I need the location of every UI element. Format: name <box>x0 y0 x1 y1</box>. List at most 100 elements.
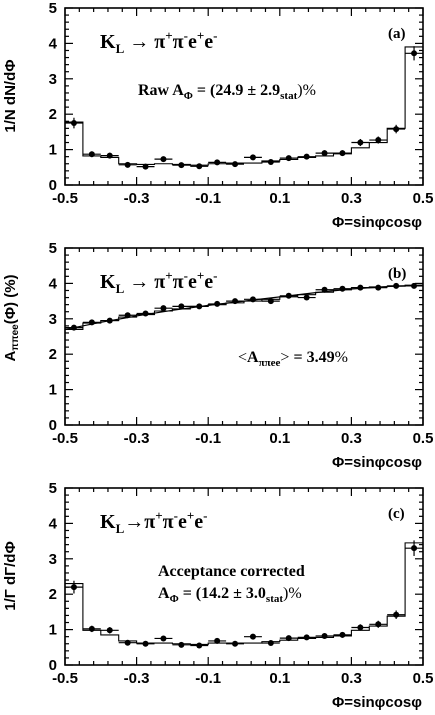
panel-a-data-point <box>351 138 370 147</box>
panel-b-y-tick-label: 3 <box>49 311 57 328</box>
panel-b-data-point <box>65 324 83 331</box>
panel-a-data-point <box>190 163 209 170</box>
panel-b-data-point <box>351 284 370 291</box>
panel-a-data-point <box>172 162 191 169</box>
panel-b-data-point <box>118 312 137 319</box>
panel-a-data-point <box>65 117 83 129</box>
panel-a-data-point <box>154 156 173 163</box>
panel-a-x-tick-label: 0.5 <box>413 190 434 207</box>
panel-a-x-tick-label: -0.3 <box>124 190 150 207</box>
panel-c-data-point <box>226 640 244 647</box>
panel-c-tag: (c) <box>388 506 405 522</box>
panel-a-x-tick-label: 0.3 <box>341 190 362 207</box>
panel-c-data-point <box>387 610 406 619</box>
panel-c-data-point <box>100 627 119 634</box>
panel-a-data-point <box>136 163 155 170</box>
panel-c-data-point <box>351 624 370 631</box>
panel-a-x-tick-label: -0.1 <box>195 190 221 207</box>
panel-b-data-point <box>261 298 280 305</box>
panel-b-data-point <box>387 282 406 289</box>
panel-c-data-point <box>279 635 298 642</box>
panel-a-y-tick-label: 3 <box>49 71 57 88</box>
panel-a-data-point <box>226 161 244 168</box>
panel-a-data-point <box>297 153 316 160</box>
panel-b-x-tick-label: -0.3 <box>124 430 150 447</box>
panel-c-data-point <box>405 540 423 556</box>
panel-a-axes: -0.5 -0.3 -0.1 0.1 0.3 0.5 0 1 2 3 4 5 <box>49 0 434 207</box>
panel-c-x-tick-label: -0.1 <box>195 670 221 687</box>
panel-b-data-point <box>172 303 191 310</box>
panel-b-data-point <box>369 284 388 291</box>
panel-c-asymmetry: AΦ = (14.2 ± 3.0stat)% <box>158 585 302 605</box>
panel-a-data-point <box>208 159 227 166</box>
panel-c: -0.5 -0.3 -0.1 0.1 0.3 0.5 0 1 2 3 4 5 1/Γ dΓ/dΦ Φ=… <box>2 480 433 711</box>
panel-a-x-tick-label: 0.1 <box>269 190 290 207</box>
panel-b-data-point <box>82 319 101 326</box>
panel-a-data-point <box>100 152 119 159</box>
panel-c-x-tick-label: 0.1 <box>269 670 290 687</box>
panel-c-xlabel: Φ=sinφcosφ <box>332 694 422 711</box>
panel-c-data-point <box>65 580 83 594</box>
panel-a-ylabel: 1/N dN/dΦ <box>2 59 19 132</box>
panel-a-histogram <box>64 46 424 185</box>
panel-c-data-point <box>208 637 227 644</box>
panel-b-data-point <box>297 294 316 301</box>
panel-b-data-point <box>405 282 423 289</box>
panel-c-x-tick-label: -0.3 <box>124 670 150 687</box>
panel-b-data-point <box>333 285 352 292</box>
panel-c-acceptance-note: Acceptance corrected <box>158 563 305 580</box>
panel-b-xlabel: Φ=sinφcosφ <box>332 454 422 471</box>
panel-c-y-tick-label: 3 <box>49 551 57 568</box>
panel-a-data-point <box>405 46 423 61</box>
panel-c-data-point <box>154 635 173 642</box>
panel-b-x-tick-label: 0.1 <box>269 430 290 447</box>
panel-c-data-point <box>369 620 388 628</box>
panel-b-plot <box>64 282 424 425</box>
panel-b-x-tick-label: 0.3 <box>341 430 362 447</box>
panel-a-process: KL → π+π-e+e- <box>100 28 217 56</box>
panel-a-tag: (a) <box>388 26 406 42</box>
panel-b-data-point <box>100 317 119 324</box>
panel-c-data-point <box>333 631 352 638</box>
panel-a-x-tick-label: -0.5 <box>52 190 78 207</box>
panel-c-data-point <box>297 634 316 641</box>
panel-a-xlabel: Φ=sinφcosφ <box>332 214 422 231</box>
panel-a-data-point <box>333 150 352 157</box>
panel-c-y-tick-label: 0 <box>49 657 57 674</box>
panel-b-data-point <box>279 292 298 299</box>
panel-b-tag: (b) <box>388 266 406 282</box>
panel-b-data-point <box>244 296 262 303</box>
panel-b-y-tick-label: 2 <box>49 346 57 363</box>
panel-b-ylabel: Aππee(Φ) (%) <box>2 274 21 361</box>
panel-a-y-tick-label: 0 <box>49 177 57 194</box>
panel-c-y-tick-label: 4 <box>49 515 58 532</box>
panel-c-data-point <box>136 640 155 647</box>
panel-a-asymmetry: Raw AΦ = (24.9 ± 2.9stat)% <box>138 82 316 102</box>
panel-c-plot <box>64 540 424 665</box>
panel-a-data-point <box>118 161 137 168</box>
panel-a: -0.5 -0.3 -0.1 0.1 0.3 0.5 0 1 2 3 4 5 1/N dN/dΦ Φ=… <box>2 0 433 231</box>
panel-c-data-point <box>190 642 209 649</box>
panel-c-data-point <box>244 633 262 640</box>
panel-b-frame <box>64 247 424 426</box>
panel-c-y-tick-label: 5 <box>49 480 57 497</box>
panel-c-x-tick-label: 0.5 <box>413 670 434 687</box>
panel-c-data-point <box>82 625 101 633</box>
panel-c-data-point <box>118 639 137 646</box>
panel-b-data-point <box>154 305 173 312</box>
panel-a-data-point <box>315 150 334 157</box>
panel-a-data-point <box>279 155 298 162</box>
panel-c-axes: -0.5 -0.3 -0.1 0.1 0.3 0.5 0 1 2 3 4 5 <box>49 480 434 687</box>
panel-b-y-tick-label: 4 <box>49 275 58 292</box>
panel-c-process: KL→π+π-e+e- <box>100 508 207 536</box>
panel-b-x-tick-label: 0.5 <box>413 430 434 447</box>
panel-b-data-point <box>208 300 227 307</box>
panel-a-y-tick-label: 1 <box>49 142 57 159</box>
panel-c-data-point <box>261 640 280 647</box>
panel-a-y-tick-label: 2 <box>49 106 57 123</box>
panel-c-x-tick-label: 0.3 <box>341 670 362 687</box>
panel-b-data-point <box>226 298 244 305</box>
panel-c-y-tick-label: 1 <box>49 622 57 639</box>
panel-a-data-point <box>261 158 280 165</box>
panel-b: -0.5 -0.3 -0.1 0.1 0.3 0.5 0 1 2 3 4 5 Aππee(Φ) (%)… <box>2 240 433 471</box>
